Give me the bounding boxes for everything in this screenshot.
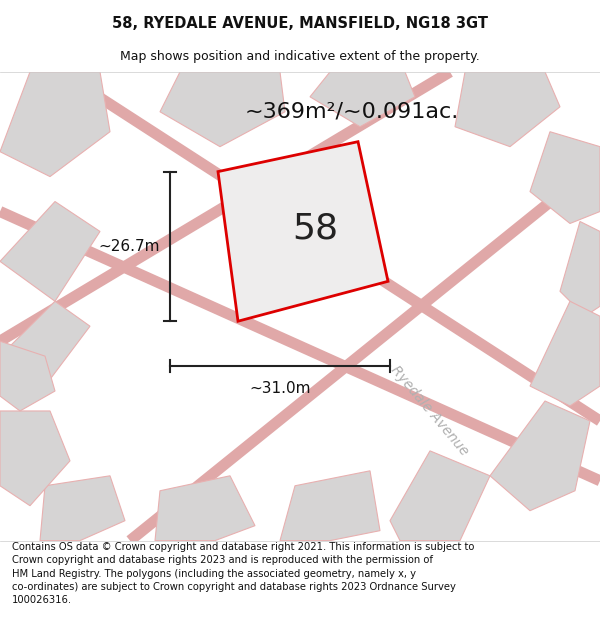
Text: 58: 58 [292, 212, 338, 246]
Polygon shape [5, 301, 90, 386]
Polygon shape [0, 341, 55, 411]
Polygon shape [40, 476, 125, 541]
Text: ~31.0m: ~31.0m [249, 381, 311, 396]
Polygon shape [218, 142, 388, 321]
Text: Ryedale Avenue: Ryedale Avenue [388, 363, 472, 459]
Polygon shape [310, 72, 415, 127]
Text: ~369m²/~0.091ac.: ~369m²/~0.091ac. [245, 102, 459, 122]
Text: Contains OS data © Crown copyright and database right 2021. This information is : Contains OS data © Crown copyright and d… [12, 542, 475, 605]
Polygon shape [280, 471, 380, 541]
Text: ~26.7m: ~26.7m [98, 239, 160, 254]
Text: 58, RYEDALE AVENUE, MANSFIELD, NG18 3GT: 58, RYEDALE AVENUE, MANSFIELD, NG18 3GT [112, 16, 488, 31]
Text: Map shows position and indicative extent of the property.: Map shows position and indicative extent… [120, 50, 480, 63]
Polygon shape [390, 451, 490, 541]
Polygon shape [455, 72, 560, 147]
Polygon shape [530, 132, 600, 224]
Polygon shape [530, 301, 600, 406]
Polygon shape [155, 476, 255, 541]
Polygon shape [0, 72, 110, 177]
Polygon shape [490, 401, 590, 511]
Polygon shape [0, 411, 70, 506]
Polygon shape [560, 221, 600, 316]
Polygon shape [160, 72, 285, 147]
Polygon shape [0, 201, 100, 301]
